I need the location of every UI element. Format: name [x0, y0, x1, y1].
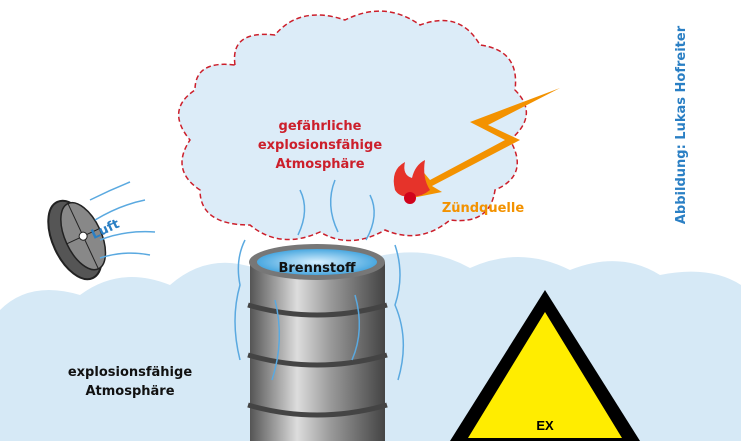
atmosphere-label: explosionsfähige: [68, 365, 192, 380]
hazard-label: explosionsfähige: [258, 138, 382, 153]
atmosphere-label: Atmosphäre: [85, 384, 174, 399]
hazard-label: Atmosphäre: [275, 157, 364, 172]
spark: [404, 192, 416, 204]
fuel-label: Brennstoff: [278, 261, 356, 276]
sign-label: EX: [536, 418, 554, 433]
hazard-label: gefährliche: [279, 119, 362, 134]
credit: Abbildung: Lukas Hofreiter: [674, 25, 689, 224]
fan: [37, 191, 117, 288]
diagram: gefährliche explosionsfähige Atmosphäre …: [0, 0, 741, 441]
ignition-label: Zündquelle: [442, 201, 525, 216]
